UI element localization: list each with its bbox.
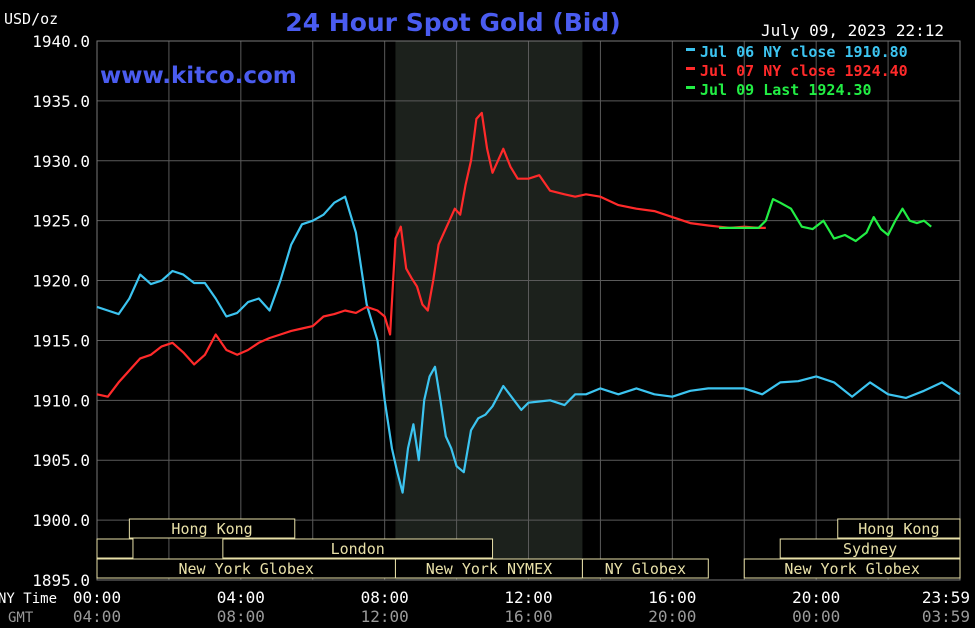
watermark: www.kitco.com — [100, 63, 297, 89]
unit-label: USD/oz — [4, 10, 58, 28]
gmt-axis-label: GMT — [8, 610, 34, 626]
session-label: Sydney — [843, 540, 897, 558]
y-tick-label: 1925.0 — [32, 212, 90, 231]
ny-time-axis-label: NY Time — [0, 591, 57, 607]
y-tick-label: 1920.0 — [32, 272, 90, 291]
session-bar — [743, 558, 961, 579]
x-tick-label-gmt: 08:00 — [217, 607, 265, 626]
x-tick-label-gmt: 03:59 — [922, 607, 970, 626]
legend-swatch-jul06 — [686, 48, 695, 51]
legend-item-jul09: Jul 09 Last 1924.30 — [700, 81, 872, 99]
series-line-jul-09 — [719, 198, 932, 243]
x-tick-label-ny: 04:00 — [217, 588, 265, 607]
session-bar — [837, 518, 961, 539]
legend-item-jul06: Jul 06 NY close 1910.80 — [700, 43, 908, 61]
session-bar — [96, 538, 134, 559]
session-label: New York NYMEX — [426, 560, 552, 578]
y-tick-label: 1915.0 — [32, 331, 90, 350]
x-tick-label-ny: 23:59 — [922, 588, 970, 607]
nymex-shaded-region — [395, 41, 583, 580]
session-label: New York Globex — [178, 560, 313, 578]
x-tick-label-gmt: 20:00 — [648, 607, 696, 626]
series-line-jul-07 — [96, 111, 766, 398]
legend: Jul 06 NY close 1910.80 Jul 07 NY close … — [686, 43, 908, 99]
legend-swatch-jul07 — [686, 67, 695, 70]
chart-datetime: July 09, 2023 22:12 — [761, 21, 944, 40]
series-line-jul-06 — [96, 195, 961, 494]
session-label: Hong Kong — [171, 520, 252, 538]
y-tick-label: 1940.0 — [32, 32, 90, 51]
session-label: NY Globex — [605, 560, 686, 578]
x-tick-label-ny: 20:00 — [792, 588, 840, 607]
session-bar — [581, 558, 709, 579]
y-tick-label: 1930.0 — [32, 152, 90, 171]
x-tick-label-gmt: 12:00 — [361, 607, 409, 626]
y-tick-label: 1910.0 — [32, 391, 90, 410]
x-tick-label-ny: 12:00 — [504, 588, 552, 607]
session-label: New York Globex — [784, 560, 919, 578]
legend-swatch-jul09 — [686, 86, 695, 89]
plot-border — [96, 40, 961, 581]
chart-title: 24 Hour Spot Gold (Bid) — [285, 8, 620, 37]
x-tick-label-ny: 16:00 — [648, 588, 696, 607]
session-label: London — [331, 540, 385, 558]
x-tick-label-gmt: 04:00 — [73, 607, 121, 626]
session-bar — [779, 538, 961, 559]
x-tick-label-ny: 08:00 — [361, 588, 409, 607]
y-tick-label: 1905.0 — [32, 451, 90, 470]
x-tick-label-gmt: 16:00 — [504, 607, 552, 626]
session-label: Hong Kong — [858, 520, 939, 538]
x-tick-label-gmt: 00:00 — [792, 607, 840, 626]
y-tick-label: 1935.0 — [32, 92, 90, 111]
y-tick-label: 1900.0 — [32, 511, 90, 530]
session-bar — [222, 538, 494, 559]
session-bar — [128, 518, 296, 539]
x-tick-label-ny: 00:00 — [73, 588, 121, 607]
legend-item-jul07: Jul 07 NY close 1924.40 — [700, 62, 908, 80]
y-tick-label: 1895.0 — [32, 571, 90, 590]
